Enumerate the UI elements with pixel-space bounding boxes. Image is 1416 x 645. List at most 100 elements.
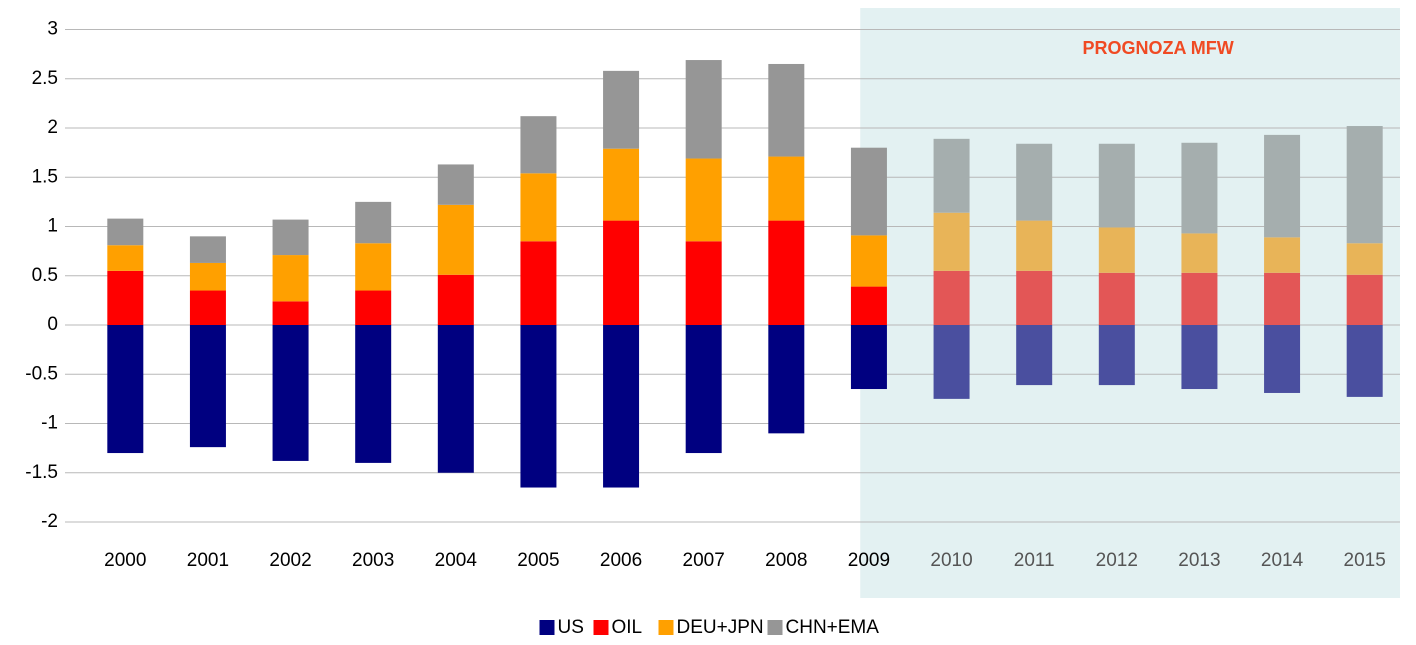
bar-segment (272, 325, 309, 461)
x-tick-label: 2010 (930, 550, 972, 571)
bar-segment (189, 236, 226, 263)
y-tick-label: 2.5 (32, 68, 58, 89)
x-tick-label: 2000 (104, 550, 146, 571)
bar-segment (1346, 126, 1383, 244)
x-tick-label: 2014 (1261, 550, 1304, 571)
bar-segment (1264, 325, 1301, 393)
bar-segment (933, 138, 970, 213)
legend-label: DEU+JPN (677, 617, 764, 638)
bar-segment (1264, 272, 1301, 325)
y-tick-label: 2 (47, 117, 58, 138)
bar-segment (1098, 325, 1135, 386)
bar-segment (1098, 143, 1135, 228)
x-tick-label: 2002 (269, 550, 311, 571)
bar-segment (768, 63, 805, 157)
bar-segment (1181, 272, 1218, 325)
bar-segment (850, 325, 887, 390)
bar-segment (1016, 325, 1053, 386)
bar-segment (272, 301, 309, 325)
x-tick-label: 2007 (683, 550, 725, 571)
bar-segment (272, 255, 309, 302)
bar-segment (850, 235, 887, 287)
x-tick-label: 2008 (765, 550, 807, 571)
bar-segment (1264, 134, 1301, 238)
y-tick-label: 1.5 (32, 166, 58, 187)
bar-segment (520, 116, 557, 174)
bar-segment (933, 212, 970, 271)
bar-segment (437, 204, 474, 275)
bar-segment (437, 325, 474, 473)
bar-segment (107, 245, 144, 271)
legend-label: US (558, 617, 584, 638)
bar-segment (1346, 325, 1383, 397)
bar-segment (189, 290, 226, 325)
bar-segment (1346, 274, 1383, 325)
bar-segment (272, 219, 309, 256)
bar-segment (603, 325, 640, 488)
x-tick-label: 2013 (1178, 550, 1220, 571)
bar-segment (933, 325, 970, 399)
bar-segment (1016, 220, 1053, 271)
y-tick-label: 1 (47, 216, 58, 237)
x-tick-label: 2006 (600, 550, 642, 571)
bar-segment (1181, 233, 1218, 273)
x-tick-label: 2004 (435, 550, 478, 571)
y-tick-label: -1.5 (25, 462, 58, 483)
bar-segment (189, 325, 226, 448)
bar-segment (1181, 142, 1218, 234)
bar-segment (355, 290, 392, 325)
bar-segment (355, 243, 392, 291)
legend-label: CHN+EMA (786, 617, 880, 638)
legend-swatch (539, 620, 555, 635)
x-tick-label: 2015 (1344, 550, 1386, 571)
bar-segment (685, 325, 722, 454)
bar-segment (1346, 243, 1383, 275)
bar-segment (189, 262, 226, 291)
x-tick-label: 2011 (1014, 550, 1055, 571)
bar-segment (603, 148, 640, 221)
bar-segment (355, 325, 392, 463)
bar-segment (520, 241, 557, 325)
bar-segment (1264, 237, 1301, 273)
bar-segment (933, 270, 970, 325)
bar-segment (355, 201, 392, 244)
y-tick-label: -2 (41, 511, 58, 532)
bar-segment (437, 164, 474, 205)
bar-segment (107, 325, 144, 454)
bar-segment (520, 325, 557, 488)
bar-segment (768, 220, 805, 325)
bar-segment (520, 173, 557, 242)
bar-segment (1181, 325, 1218, 390)
legend-swatch (658, 620, 674, 635)
bar-segment (685, 241, 722, 325)
x-tick-label: 2005 (517, 550, 559, 571)
bar-segment (768, 156, 805, 221)
x-tick-label: 2001 (187, 550, 229, 571)
x-tick-label: 2009 (848, 550, 890, 571)
forecast-label: PROGNOZA MFW (1082, 38, 1233, 58)
bar-segment (850, 147, 887, 236)
bar-segment (437, 274, 474, 325)
bar-segment (850, 286, 887, 325)
bar-segment (107, 270, 144, 325)
bar-segment (768, 325, 805, 434)
bar-segment (1098, 272, 1135, 325)
y-tick-label: -0.5 (25, 363, 58, 384)
legend-swatch (593, 620, 609, 635)
bar-segment (685, 158, 722, 242)
bar-segment (603, 70, 640, 149)
bar-segment (1016, 270, 1053, 325)
y-tick-label: 0.5 (32, 265, 58, 286)
legend-label: OIL (612, 617, 643, 638)
y-tick-label: 3 (47, 19, 58, 40)
y-tick-label: -1 (41, 413, 58, 434)
bar-segment (107, 218, 144, 246)
bar-segment (1098, 227, 1135, 273)
legend-swatch (767, 620, 783, 635)
bar-segment (1016, 143, 1053, 221)
x-tick-label: 2003 (352, 550, 394, 571)
x-tick-label: 2012 (1096, 550, 1138, 571)
y-tick-label: 0 (47, 314, 58, 335)
bar-segment (603, 220, 640, 325)
